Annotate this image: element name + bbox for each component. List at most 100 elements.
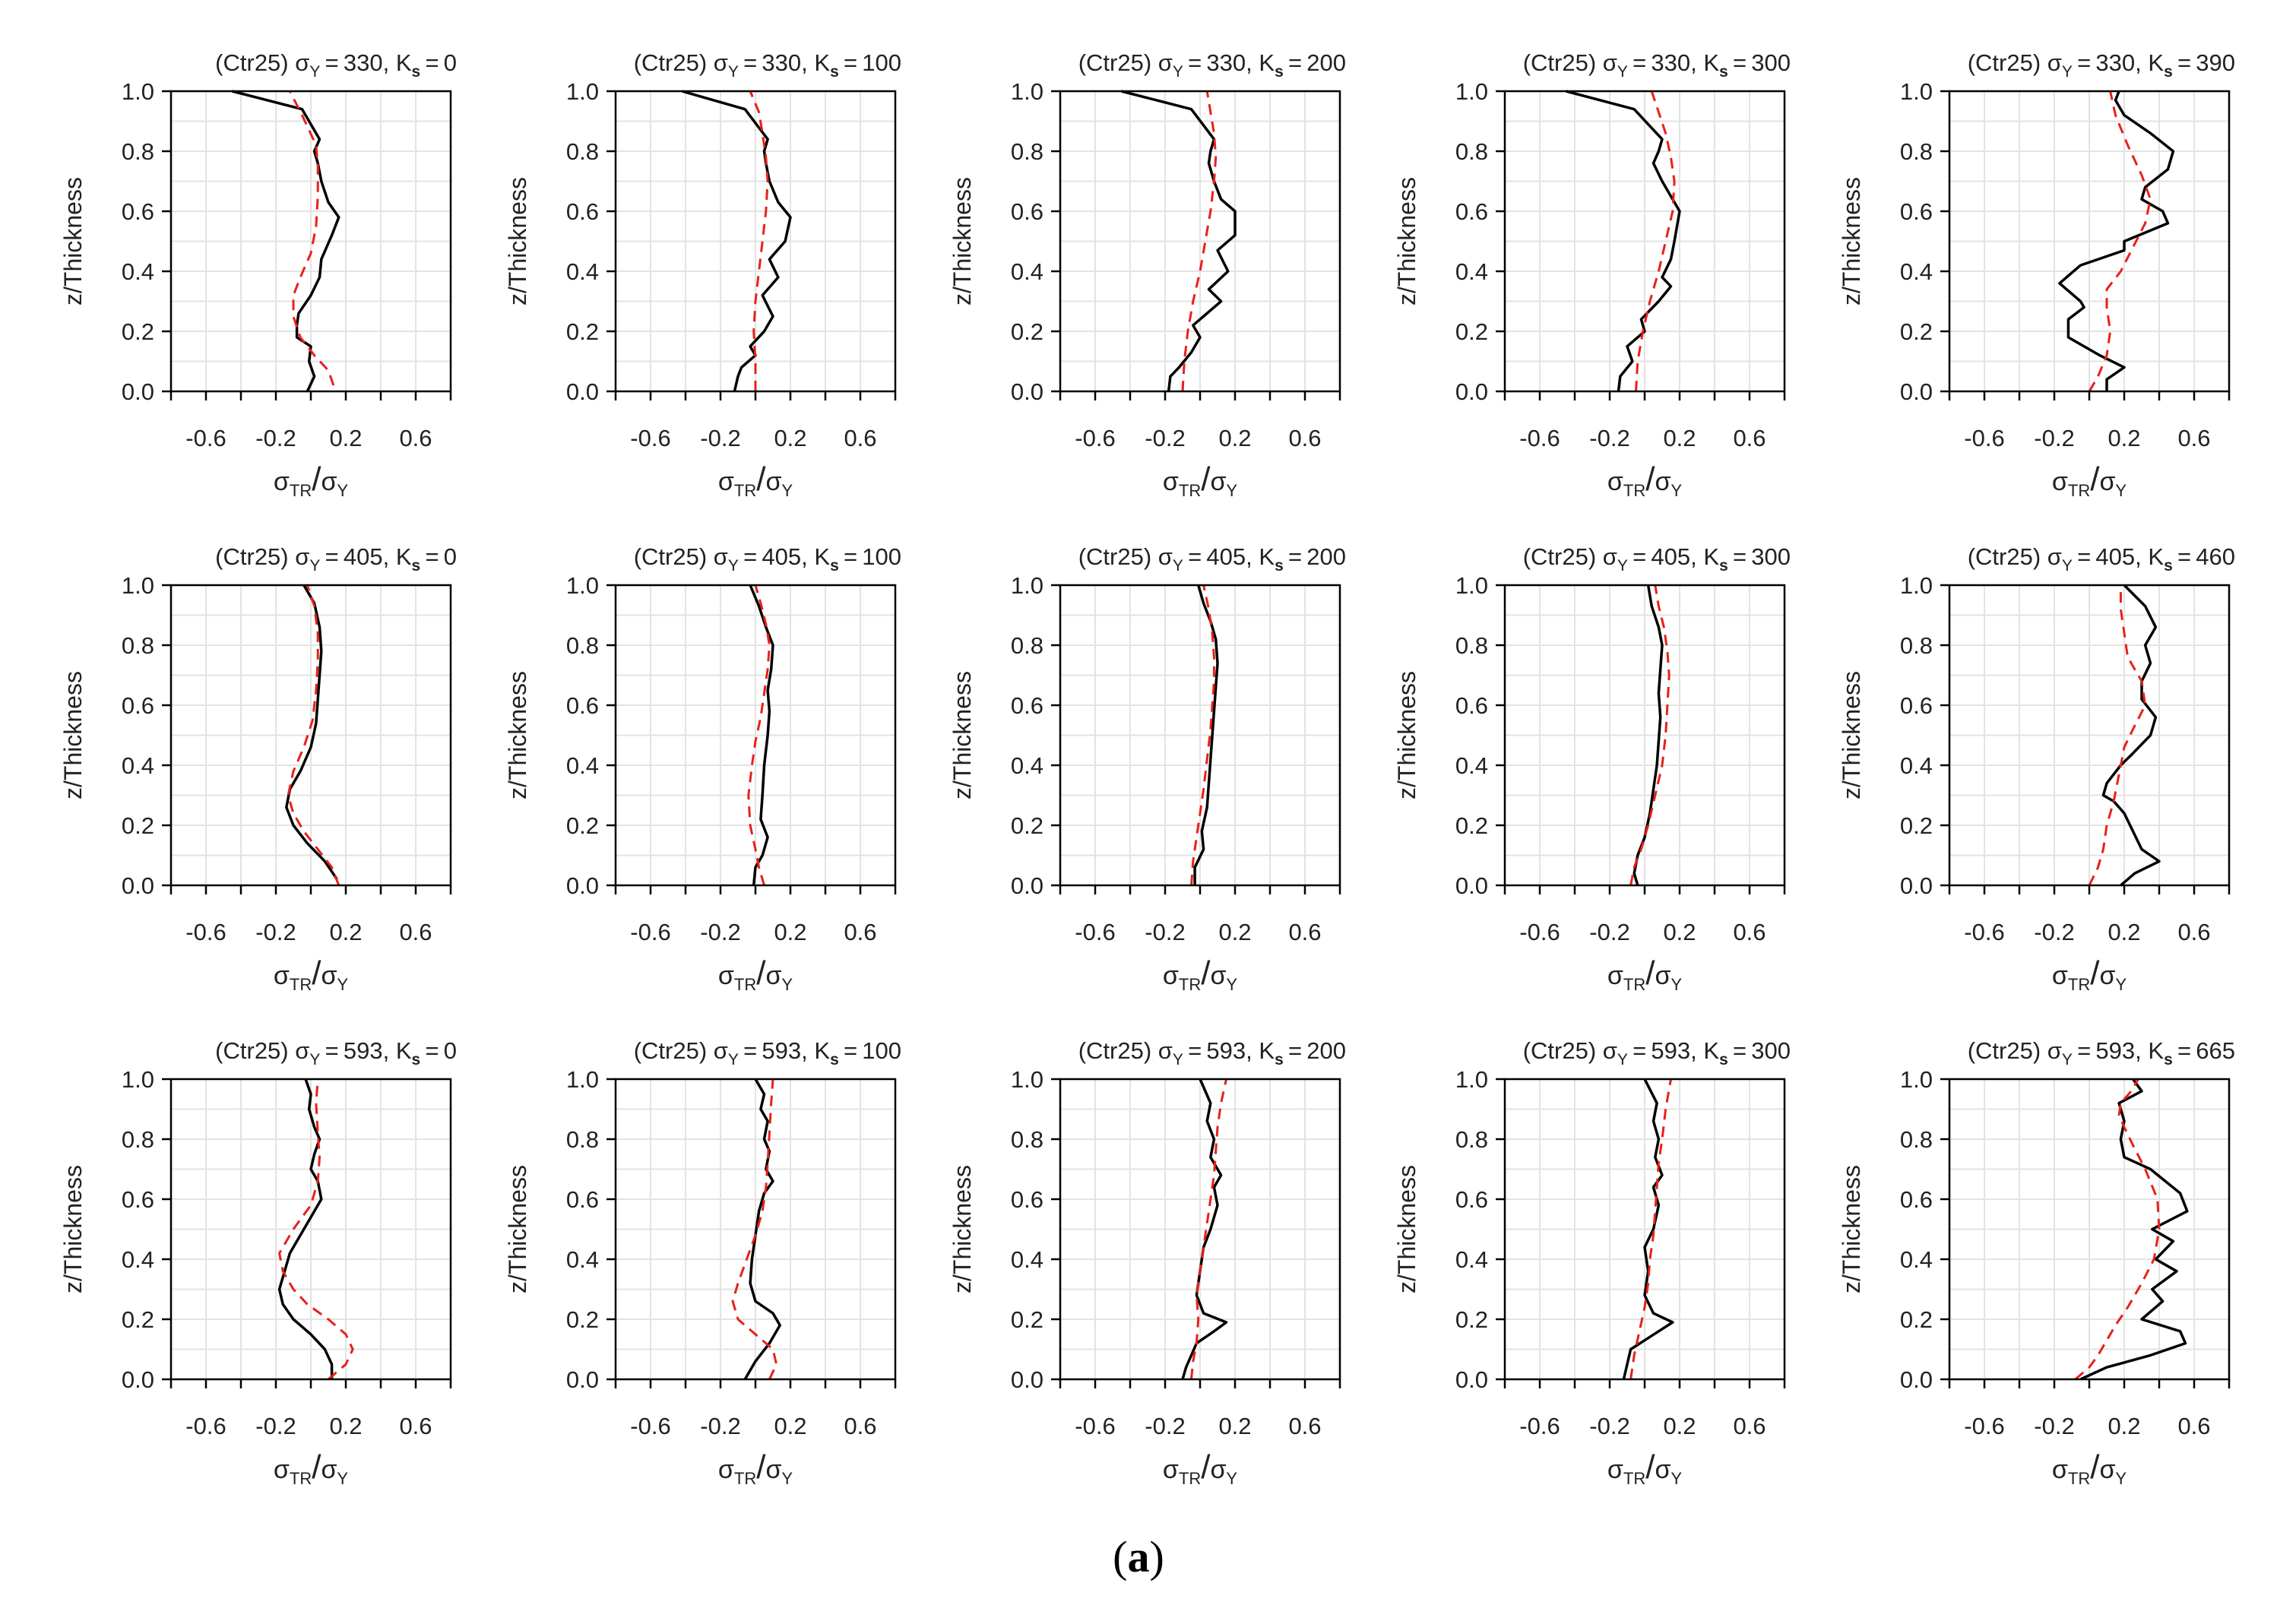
gridlines (1059, 1078, 1341, 1380)
x-tick-label: -0.2 (1589, 919, 1629, 945)
x-axis-label-slash: / (1645, 954, 1655, 992)
x-axis-label-numerator: σ (1163, 1455, 1179, 1484)
gridlines (615, 584, 896, 886)
x-axis-label-denominator-sub: Y (337, 975, 348, 994)
x-axis-label-slash: / (312, 1448, 321, 1486)
x-axis-label-slash: / (756, 954, 766, 992)
x-tick-label: 0.2 (1218, 1413, 1251, 1439)
y-tick-label: 0.8 (566, 1126, 599, 1153)
x-tick-label: -0.2 (1145, 1413, 1185, 1439)
title-subscript-y: Y (309, 63, 320, 81)
x-tick-label: 0.6 (1288, 425, 1321, 451)
title-subscript-y: Y (1173, 1051, 1183, 1068)
title-k-value: 300 (1751, 543, 1791, 570)
gridlines (1949, 584, 2230, 886)
title-sigma-y-value: 330 (344, 49, 383, 76)
x-axis-label-denominator-sub: Y (337, 1469, 348, 1488)
title-k-symbol: , K (383, 1037, 412, 1064)
x-tick-label: -0.6 (1964, 425, 2004, 451)
x-axis-label-slash: / (756, 1448, 766, 1486)
y-tick-label: 0.2 (1011, 318, 1043, 345)
x-axis-label-numerator: σ (718, 467, 734, 496)
x-axis-label-numerator: σ (1163, 961, 1179, 990)
title-k-symbol: , K (1246, 49, 1275, 76)
x-tick-label: -0.2 (2034, 425, 2074, 451)
x-tick-label: -0.2 (255, 1413, 296, 1439)
title-prefix: (Ctr25) σ (1078, 49, 1173, 76)
x-axis-label-slash: / (2090, 1448, 2100, 1486)
y-tick-label: 0.4 (1900, 258, 1933, 285)
y-tick-label: 0.4 (1011, 258, 1043, 285)
y-tick-label: 1.0 (1900, 1066, 1933, 1093)
x-axis-label-slash: / (1201, 1448, 1211, 1486)
title-equals: = (1728, 1037, 1752, 1064)
title-subscript-y: Y (2062, 63, 2073, 81)
x-axis-label-denominator: σ (2099, 1455, 2115, 1484)
x-tick-label: -0.2 (700, 1413, 740, 1439)
y-tick-label: 0.2 (122, 1306, 154, 1333)
x-tick-label: -0.2 (1589, 1413, 1629, 1439)
title-prefix: (Ctr25) σ (215, 543, 309, 570)
y-tick-label: 0.8 (1900, 632, 1933, 659)
x-axis-label: σTR/σY (274, 461, 349, 500)
title-subscript-s: s (830, 557, 839, 575)
figure-caption: (a) (1113, 1532, 1164, 1581)
chart-title: (Ctr25) σY = 593, Ks = 200 (1078, 1037, 1346, 1068)
title-equals: = (2073, 543, 2096, 570)
title-k-value: 200 (1306, 49, 1346, 76)
y-tick-label: 0.2 (566, 812, 599, 839)
x-axis-label-denominator-sub: Y (1671, 975, 1682, 994)
y-tick-label: 0.6 (1011, 198, 1043, 225)
x-axis-label-denominator-sub: Y (2115, 1469, 2127, 1488)
x-axis-label-numerator-sub: TR (1179, 975, 1201, 994)
y-tick-label: 0.6 (1900, 692, 1933, 719)
y-tick-label: 0.6 (122, 198, 154, 225)
x-axis-label-denominator: σ (321, 1455, 337, 1484)
x-tick-label: -0.2 (2034, 1413, 2074, 1439)
x-axis-label-denominator-sub: Y (1226, 975, 1237, 994)
y-axis-label: z/Thickness (1838, 671, 1865, 799)
y-tick-label: 0.4 (1900, 752, 1933, 779)
chart-title: (Ctr25) σY = 330, Ks = 390 (1968, 49, 2235, 81)
prediction-line (1190, 1078, 1227, 1380)
x-tick-label: -0.6 (185, 919, 226, 945)
prediction-line (1181, 90, 1218, 392)
x-axis-label-denominator: σ (1210, 467, 1226, 496)
y-axis-label: z/Thickness (504, 177, 531, 305)
title-subscript-y: Y (1617, 63, 1628, 81)
y-tick-label: 0.0 (1900, 378, 1933, 405)
y-tick-label: 1.0 (1011, 572, 1043, 599)
x-axis-label-numerator: σ (274, 1455, 290, 1484)
title-prefix: (Ctr25) σ (1078, 543, 1173, 570)
chart-panel: -0.6 -0.2 0.2 0.6 0.0 0.2 0.4 0.6 0.8 1.0 z/Thickn… (1838, 543, 2235, 994)
y-axis-label: z/Thickness (59, 177, 87, 305)
title-equals: = (1728, 543, 1752, 570)
title-subscript-s: s (2164, 63, 2173, 81)
y-tick-label: 0.6 (1900, 1186, 1933, 1213)
x-tick-label: 0.2 (774, 1413, 806, 1439)
y-tick-label: 0.8 (1011, 138, 1043, 165)
y-axis-label: z/Thickness (1393, 1165, 1420, 1293)
y-tick-label: 0.4 (122, 258, 154, 285)
chart-panel: -0.6 -0.2 0.2 0.6 0.0 0.2 0.4 0.6 0.8 1.0 z/Thickn… (948, 1037, 1346, 1488)
prediction-line (1629, 1078, 1672, 1380)
title-subscript-y: Y (2062, 557, 2073, 575)
y-tick-label: 0.2 (1900, 1306, 1933, 1333)
simulation-line (749, 584, 774, 886)
y-axis-label: z/Thickness (504, 671, 531, 799)
title-sigma-y-value: 405 (344, 543, 383, 570)
x-tick-label: -0.2 (1589, 425, 1629, 451)
title-prefix: (Ctr25) σ (215, 49, 309, 76)
title-equals: = (739, 543, 762, 570)
x-tick-label: -0.6 (1075, 425, 1115, 451)
y-tick-label: 0.6 (566, 1186, 599, 1213)
title-equals: = (2173, 49, 2196, 76)
title-sigma-y-value: 593 (762, 1037, 801, 1064)
y-tick-label: 0.0 (566, 1366, 599, 1393)
x-axis-label-denominator: σ (1210, 1455, 1226, 1484)
title-k-value: 390 (2196, 49, 2235, 76)
x-axis-label-numerator: σ (2052, 467, 2068, 496)
y-axis-label: z/Thickness (59, 1165, 87, 1293)
y-tick-label: 1.0 (122, 78, 154, 105)
title-equals: = (320, 49, 344, 76)
